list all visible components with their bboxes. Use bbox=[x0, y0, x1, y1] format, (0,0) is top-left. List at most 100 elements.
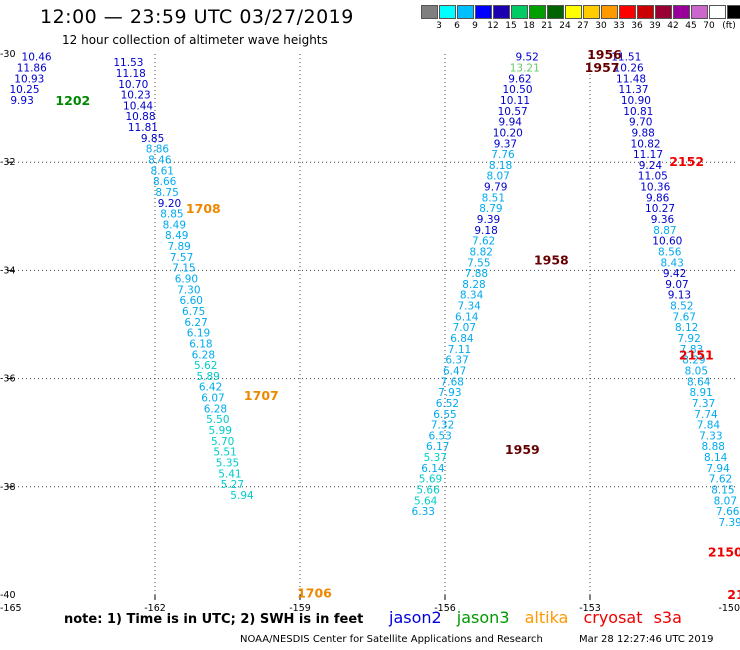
wave-height-value: 11.48 bbox=[616, 73, 646, 85]
wave-height-value: 8.43 bbox=[660, 257, 683, 269]
wave-height-value: 7.66 bbox=[716, 506, 740, 518]
color-scale-label: 42 bbox=[667, 21, 679, 31]
wave-height-value: 7.93 bbox=[438, 387, 461, 399]
wave-height-value: 11.37 bbox=[618, 84, 648, 96]
wave-height-value: 9.70 bbox=[629, 117, 652, 129]
track-time-label: 2151 bbox=[679, 347, 714, 362]
generation-timestamp: Mar 28 12:27:46 UTC 2019 bbox=[579, 634, 714, 645]
wave-height-value: 6.42 bbox=[199, 382, 222, 394]
lon-tick-label: -150 bbox=[718, 603, 740, 614]
wave-height-value: 6.33 bbox=[412, 506, 435, 518]
wave-height-value: 8.29 bbox=[682, 355, 705, 367]
wave-height-value: 8.82 bbox=[470, 246, 493, 258]
wave-height-value: 5.66 bbox=[416, 485, 440, 497]
legend-cryosat: cryosat bbox=[583, 608, 643, 627]
wave-height-value: 10.90 bbox=[621, 95, 651, 107]
legend-s3a: s3a bbox=[653, 608, 682, 627]
legend-jason3: jason3 bbox=[456, 608, 510, 627]
wave-height-value: 7.94 bbox=[706, 463, 730, 475]
color-swatch bbox=[457, 5, 474, 19]
wave-height-value: 7.37 bbox=[692, 398, 715, 410]
lat-tick-label: -30 bbox=[0, 49, 16, 60]
lon-tick-label: -156 bbox=[434, 603, 456, 614]
wave-height-value: 9.39 bbox=[477, 214, 500, 226]
color-scale-label: 24 bbox=[559, 21, 571, 31]
legend-jason2: jason2 bbox=[389, 608, 442, 627]
wave-height-value: 6.60 bbox=[180, 295, 203, 307]
color-swatch bbox=[511, 5, 528, 19]
track-time-label: 2150 bbox=[708, 545, 740, 560]
color-swatch bbox=[439, 5, 456, 19]
wave-height-value: 9.20 bbox=[158, 198, 181, 210]
wave-height-value: 6.27 bbox=[184, 317, 207, 329]
color-scale-label: 6 bbox=[454, 21, 460, 31]
wave-height-value: 5.64 bbox=[414, 495, 438, 507]
wave-height-value: 6.52 bbox=[436, 398, 459, 410]
wave-height-value: 7.34 bbox=[457, 301, 481, 313]
wave-height-value: 6.90 bbox=[175, 274, 198, 286]
wave-height-value: 10.25 bbox=[9, 84, 39, 96]
wave-height-value: 9.94 bbox=[499, 117, 523, 129]
color-swatch bbox=[493, 5, 510, 19]
wave-height-value: 7.76 bbox=[491, 149, 515, 161]
color-scale-label: (ft) bbox=[722, 21, 736, 31]
wave-height-value: 5.51 bbox=[213, 447, 236, 459]
lon-tick-label: -162 bbox=[144, 603, 166, 614]
wave-height-value: 7.57 bbox=[170, 252, 193, 264]
color-swatch bbox=[637, 5, 654, 19]
color-swatch bbox=[601, 5, 618, 19]
wave-height-value: 7.92 bbox=[677, 333, 700, 345]
wave-height-value: 8.51 bbox=[482, 192, 505, 204]
wave-height-value: 11.86 bbox=[17, 63, 47, 75]
wave-height-value: 9.36 bbox=[651, 214, 675, 226]
wave-height-value: 5.94 bbox=[230, 490, 254, 502]
color-swatch bbox=[583, 5, 600, 19]
color-swatch bbox=[421, 5, 438, 19]
wave-height-value: 7.33 bbox=[699, 430, 722, 442]
wave-height-value: 10.46 bbox=[22, 52, 52, 64]
wave-height-value: 8.88 bbox=[702, 441, 725, 453]
wave-height-value: 8.07 bbox=[486, 171, 509, 183]
wave-height-value: 7.68 bbox=[441, 376, 464, 388]
color-scale-label: 36 bbox=[631, 21, 643, 31]
color-scale-label: 30 bbox=[595, 21, 607, 31]
wave-height-value: 10.11 bbox=[500, 95, 530, 107]
wave-height-value: 10.81 bbox=[623, 106, 653, 118]
wave-height-value: 7.62 bbox=[709, 474, 732, 486]
wave-height-value: 9.37 bbox=[494, 138, 517, 150]
wave-height-value: 8.56 bbox=[658, 246, 682, 258]
lat-tick-label: -36 bbox=[0, 374, 16, 385]
wave-height-value: 11.17 bbox=[633, 149, 663, 161]
wave-height-value: 9.62 bbox=[508, 73, 531, 85]
wave-height-value: 6.47 bbox=[443, 365, 466, 377]
wave-height-value: 6.28 bbox=[192, 349, 215, 361]
wave-height-value: 5.69 bbox=[419, 474, 442, 486]
wave-height-value: 8.91 bbox=[689, 387, 712, 399]
wave-height-value: 10.27 bbox=[645, 203, 675, 215]
wave-height-value: 9.13 bbox=[668, 290, 691, 302]
color-scale-label: 12 bbox=[487, 21, 499, 31]
lon-tick-label: -153 bbox=[579, 603, 601, 614]
wave-height-value: 8.49 bbox=[165, 230, 188, 242]
wave-height-value: 10.50 bbox=[502, 84, 532, 96]
wave-height-value: 6.17 bbox=[426, 441, 449, 453]
color-swatch bbox=[529, 5, 546, 19]
wave-height-value: 8.61 bbox=[151, 165, 174, 177]
wave-height-value: 11.18 bbox=[116, 68, 146, 80]
lon-tick-label: -159 bbox=[289, 603, 311, 614]
color-scale-label: 9 bbox=[472, 21, 478, 31]
wave-height-value: 6.53 bbox=[428, 430, 451, 442]
wave-height-value: 9.93 bbox=[10, 95, 33, 107]
lat-tick-label: -34 bbox=[0, 265, 16, 276]
color-swatch bbox=[547, 5, 564, 19]
color-scale-label: 27 bbox=[577, 21, 589, 31]
wave-height-value: 7.15 bbox=[172, 263, 195, 275]
wave-height-value: 10.36 bbox=[640, 182, 670, 194]
color-swatch bbox=[727, 5, 740, 19]
wave-height-value: 9.86 bbox=[646, 192, 670, 204]
lat-tick-label: -38 bbox=[0, 482, 16, 493]
wave-height-value: 10.88 bbox=[125, 111, 155, 123]
wave-height-value: 5.50 bbox=[206, 414, 229, 426]
wave-height-value: 8.34 bbox=[460, 290, 484, 302]
